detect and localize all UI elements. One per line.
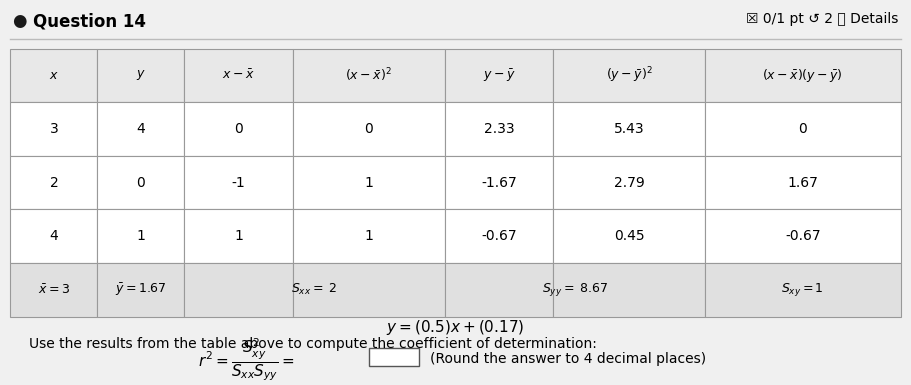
FancyBboxPatch shape xyxy=(445,209,553,263)
Text: 1: 1 xyxy=(364,176,374,189)
FancyBboxPatch shape xyxy=(97,49,184,102)
FancyBboxPatch shape xyxy=(705,102,901,156)
Text: 0.45: 0.45 xyxy=(614,229,644,243)
Text: $\bar{y} = 1.67$: $\bar{y} = 1.67$ xyxy=(115,282,167,298)
Text: $S_{xy} = 1$: $S_{xy} = 1$ xyxy=(782,281,824,298)
Text: $r^2 = \dfrac{S^2_{xy}}{S_{xx}S_{yy}} = $: $r^2 = \dfrac{S^2_{xy}}{S_{xx}S_{yy}} = … xyxy=(199,336,295,383)
FancyBboxPatch shape xyxy=(553,102,705,156)
FancyBboxPatch shape xyxy=(10,49,97,102)
Text: 4: 4 xyxy=(137,122,145,136)
FancyBboxPatch shape xyxy=(10,102,97,156)
Text: -0.67: -0.67 xyxy=(785,229,821,243)
Text: 2.33: 2.33 xyxy=(484,122,514,136)
Text: $S_{yy} = \; 8.67$: $S_{yy} = \; 8.67$ xyxy=(542,281,608,298)
Text: -0.67: -0.67 xyxy=(481,229,517,243)
FancyBboxPatch shape xyxy=(292,102,445,156)
FancyBboxPatch shape xyxy=(553,156,705,209)
FancyBboxPatch shape xyxy=(10,263,97,317)
FancyBboxPatch shape xyxy=(184,263,292,317)
Text: 1.67: 1.67 xyxy=(787,176,818,189)
Text: $\bar{x} = 3$: $\bar{x} = 3$ xyxy=(38,283,70,297)
FancyBboxPatch shape xyxy=(292,156,445,209)
Text: Question 14: Question 14 xyxy=(33,12,146,30)
FancyBboxPatch shape xyxy=(97,209,184,263)
FancyBboxPatch shape xyxy=(10,156,97,209)
FancyBboxPatch shape xyxy=(184,209,292,263)
Text: 1: 1 xyxy=(137,229,145,243)
Text: ●: ● xyxy=(12,12,26,30)
FancyBboxPatch shape xyxy=(292,263,445,317)
Text: 4: 4 xyxy=(49,229,58,243)
FancyBboxPatch shape xyxy=(292,209,445,263)
Text: 0: 0 xyxy=(798,122,807,136)
FancyBboxPatch shape xyxy=(97,102,184,156)
FancyBboxPatch shape xyxy=(184,49,292,102)
Text: $S_{xx} = \; 2$: $S_{xx} = \; 2$ xyxy=(292,282,337,298)
Text: (Round the answer to 4 decimal places): (Round the answer to 4 decimal places) xyxy=(430,353,706,367)
FancyBboxPatch shape xyxy=(369,348,419,366)
Text: $(x - \bar{x})^2$: $(x - \bar{x})^2$ xyxy=(345,67,392,84)
Text: 0: 0 xyxy=(137,176,145,189)
FancyBboxPatch shape xyxy=(705,49,901,102)
Text: 5.43: 5.43 xyxy=(614,122,644,136)
FancyBboxPatch shape xyxy=(553,263,705,317)
FancyBboxPatch shape xyxy=(705,263,901,317)
Text: $(y - \bar{y})^2$: $(y - \bar{y})^2$ xyxy=(606,65,652,85)
FancyBboxPatch shape xyxy=(445,156,553,209)
Text: $y = (0.5)x + (0.17)$: $y = (0.5)x + (0.17)$ xyxy=(386,318,525,337)
Text: 0: 0 xyxy=(234,122,243,136)
FancyBboxPatch shape xyxy=(292,49,445,102)
FancyBboxPatch shape xyxy=(445,49,553,102)
FancyBboxPatch shape xyxy=(445,102,553,156)
Text: $y - \bar{y}$: $y - \bar{y}$ xyxy=(483,67,516,84)
Text: 2.79: 2.79 xyxy=(614,176,645,189)
Text: $x - \bar{x}$: $x - \bar{x}$ xyxy=(222,69,255,82)
Text: 2: 2 xyxy=(49,176,58,189)
FancyBboxPatch shape xyxy=(553,49,705,102)
Text: -1.67: -1.67 xyxy=(481,176,517,189)
Text: $y$: $y$ xyxy=(136,68,146,82)
Text: $x$: $x$ xyxy=(49,69,59,82)
Text: 1: 1 xyxy=(234,229,243,243)
Text: 1: 1 xyxy=(364,229,374,243)
Text: -1: -1 xyxy=(231,176,245,189)
FancyBboxPatch shape xyxy=(184,102,292,156)
FancyBboxPatch shape xyxy=(445,263,553,317)
Text: Use the results from the table above to compute the coefficient of determination: Use the results from the table above to … xyxy=(28,337,597,351)
FancyBboxPatch shape xyxy=(705,209,901,263)
FancyBboxPatch shape xyxy=(97,263,184,317)
Text: 3: 3 xyxy=(49,122,58,136)
Text: $(x - \bar{x})(y - \bar{y})$: $(x - \bar{x})(y - \bar{y})$ xyxy=(763,67,844,84)
Text: ☒ 0/1 pt ↺ 2 ⓘ Details: ☒ 0/1 pt ↺ 2 ⓘ Details xyxy=(746,12,899,26)
FancyBboxPatch shape xyxy=(184,156,292,209)
FancyBboxPatch shape xyxy=(705,156,901,209)
Text: 0: 0 xyxy=(364,122,373,136)
FancyBboxPatch shape xyxy=(97,156,184,209)
FancyBboxPatch shape xyxy=(553,209,705,263)
FancyBboxPatch shape xyxy=(10,209,97,263)
